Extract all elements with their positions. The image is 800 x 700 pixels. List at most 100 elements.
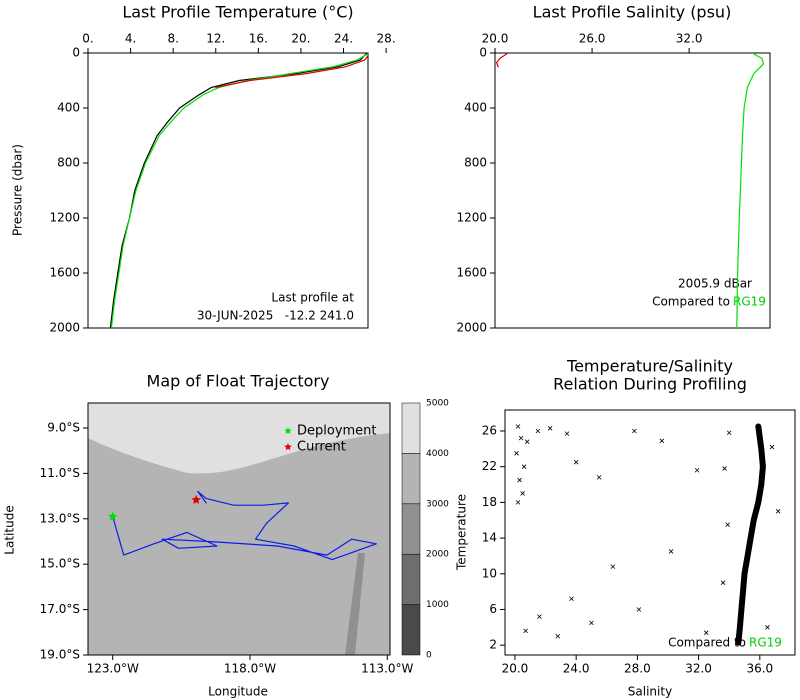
data-line (215, 54, 368, 88)
scatter-point (596, 475, 602, 480)
scatter-point (535, 428, 541, 434)
scatter-point (517, 477, 522, 483)
y-tick-label: 14 (482, 531, 497, 545)
colorbar-level (401, 604, 421, 656)
colorbar-level (401, 402, 421, 454)
x-tick-label: 0. (82, 32, 93, 46)
panel: 0 1000 2000 3000 4000 5000 123.0°W 118.0°W 113.0… (40, 399, 450, 676)
scatter-point (564, 431, 570, 436)
colorbar-tick-label: 5000 (426, 399, 449, 409)
scatter-point (573, 459, 579, 465)
y-tick-label: 1200 (456, 211, 487, 225)
colorbar-tick-label: 3000 (426, 499, 449, 509)
y-tick-label: 0 (72, 46, 80, 60)
scatter-point (518, 435, 524, 441)
y-tick-label: 1600 (456, 266, 487, 280)
y-tick-label: 2 (489, 638, 497, 652)
scatter-point (610, 564, 616, 569)
deep-ocean (88, 403, 390, 474)
y-tick-label: 9.0°S (47, 420, 80, 434)
annotation: 30-JUN-2025 -12.2 241.0 (197, 309, 354, 323)
x-tick-label: 8. (167, 32, 178, 46)
y-tick-label: 22 (482, 459, 497, 473)
scatter-point (703, 630, 709, 635)
chart-title: Last Profile Salinity (psu) (533, 3, 732, 22)
x-tick-label: 113.0°W (361, 662, 413, 676)
annotation: Last profile at (271, 291, 354, 305)
scatter-point (668, 549, 674, 554)
scatter-point (524, 439, 530, 444)
x-tick-label: 32.0 (676, 32, 703, 46)
x-axis-label: Salinity (628, 685, 672, 699)
ridge (345, 553, 365, 655)
scatter-point (514, 451, 519, 456)
scatter-point (694, 467, 700, 473)
y-tick-label: 13.0°S (40, 511, 80, 525)
colorbar-tick-label: 4000 (426, 449, 449, 459)
y-axis-label: Pressure (dbar) (11, 144, 25, 236)
colorbar-level (401, 553, 421, 605)
x-tick-label: 123.0°W (87, 662, 139, 676)
y-tick-label: 6 (489, 602, 497, 616)
annotation: Compared to (652, 295, 730, 309)
scatter-point (636, 607, 642, 612)
annotation: 2005.9 dBar (678, 277, 752, 291)
scatter-point (765, 625, 770, 630)
scatter-point (521, 464, 527, 469)
plot-frame (504, 409, 796, 656)
scatter-point (720, 580, 726, 585)
y-tick-label: 800 (57, 156, 80, 170)
x-tick-label: 118.0°W (224, 662, 276, 676)
plot-area (109, 53, 368, 328)
plot-area (496, 53, 765, 328)
y-tick-label: 2000 (49, 321, 80, 335)
chart-title: Temperature/Salinity (566, 357, 733, 376)
y-tick-label: 17.0°S (40, 602, 80, 616)
y-tick-label: 1200 (49, 211, 80, 225)
plot-frame (87, 402, 391, 656)
colorbar-level (401, 503, 421, 555)
scatter-point (515, 424, 521, 429)
y-tick-label: 400 (464, 101, 487, 115)
chart-title: Map of Float Trajectory (147, 372, 330, 391)
x-tick-label: 32.0 (685, 662, 712, 676)
data-line (736, 53, 765, 328)
scatter-point (722, 466, 727, 471)
panel: 20.0 26.0 32.0 0 400 800 1200 1600 2000 (456, 32, 771, 335)
scatter-point (632, 428, 637, 434)
data-line (735, 423, 766, 646)
colorbar-tick-label: 1000 (426, 600, 449, 610)
plot-frame (87, 52, 369, 329)
y-tick-label: 2000 (456, 321, 487, 335)
x-tick-label: 20.0 (482, 32, 509, 46)
y-tick-label: 11.0°S (40, 466, 80, 480)
position-marker (191, 494, 201, 504)
y-tick-label: 0 (479, 46, 487, 60)
y-tick-label: 18 (482, 495, 497, 509)
annotation: RG19 (733, 295, 766, 309)
scatter-point (520, 491, 525, 496)
y-tick-label: 400 (57, 101, 80, 115)
scatter-point (537, 614, 542, 619)
chart-title: Relation During Profiling (553, 375, 747, 394)
y-tick-label: 19.0°S (40, 648, 80, 662)
y-axis-label: Temperature (455, 494, 469, 571)
x-tick-label: 4. (125, 32, 136, 46)
data-line (496, 53, 509, 68)
scatter-point (569, 596, 574, 602)
scatter-point (726, 430, 732, 436)
y-tick-label: 1600 (49, 266, 80, 280)
x-tick-label: 26.0 (579, 32, 606, 46)
x-tick-label: 28. (377, 32, 396, 46)
scatter-point (775, 509, 781, 514)
x-tick-label: 20.0 (502, 662, 529, 676)
annotation: RG19 (749, 636, 782, 650)
plot-area (112, 490, 377, 561)
x-tick-label: 28.0 (624, 662, 651, 676)
y-tick-label: 26 (482, 423, 497, 437)
y-axis-label: Latitude (3, 505, 17, 554)
data-line (112, 490, 377, 561)
colorbar-level (401, 453, 421, 505)
data-line (110, 53, 368, 328)
